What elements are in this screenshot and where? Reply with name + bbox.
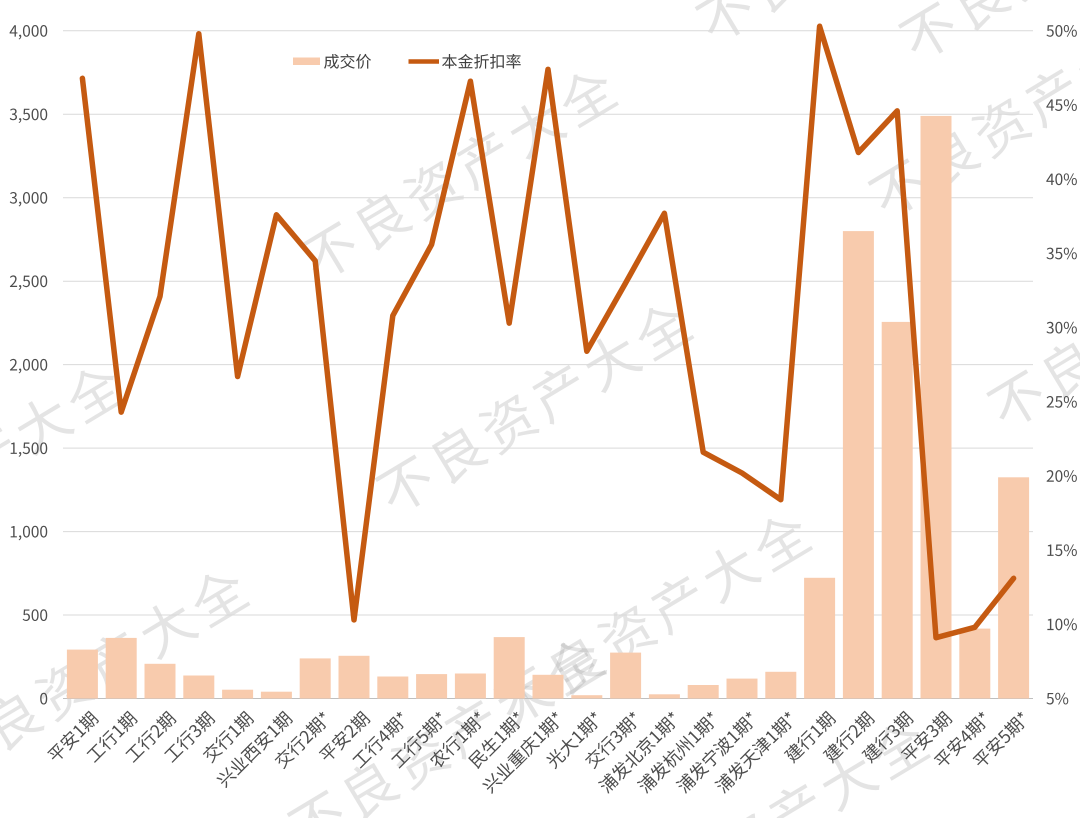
- right-axis-label-30%: [1046, 321, 1077, 334]
- bar-23: [959, 628, 991, 699]
- x-label-9: [391, 711, 443, 769]
- x-label-2: [125, 710, 177, 763]
- bar-1: [105, 637, 137, 699]
- x-label-18: [714, 711, 792, 794]
- x-label-6: [274, 711, 326, 770]
- discount-rate-line: [79, 23, 1017, 641]
- bar-0: [66, 649, 98, 699]
- bar-12: [532, 674, 564, 699]
- x-label-24: [972, 711, 1025, 766]
- watermark-text: [715, 726, 932, 818]
- legend-label-bar: [324, 53, 372, 69]
- bar-5: [260, 691, 292, 699]
- bar-2: [144, 663, 176, 699]
- bar-20: [842, 231, 874, 699]
- left-axis-label-4,000: [9, 25, 48, 40]
- bar-16: [687, 685, 719, 699]
- x-label-14: [584, 711, 637, 770]
- bar-6: [299, 658, 331, 699]
- bar-13: [571, 695, 603, 699]
- left-axis-label-3,000: [9, 191, 48, 207]
- right-axis-label-40%: [1046, 173, 1077, 186]
- x-label-16: [636, 711, 714, 794]
- watermark-text: [374, 307, 695, 507]
- bar-8: [377, 676, 409, 699]
- right-axis-label-45%: [1046, 99, 1077, 111]
- watermark-text: [0, 370, 127, 488]
- x-label-1: [86, 710, 138, 763]
- legend-label-line: [442, 53, 521, 69]
- right-axis-label-35%: [1046, 247, 1077, 260]
- x-label-4: [202, 710, 255, 764]
- bar-21: [881, 321, 913, 699]
- watermark-text: [897, 0, 1063, 54]
- x-label-12: [482, 711, 559, 794]
- x-label-20: [822, 710, 875, 764]
- x-label-10: [429, 711, 482, 768]
- right-axis-label-50%: [1046, 25, 1077, 37]
- x-label-17: [675, 711, 753, 794]
- bar-17: [726, 678, 758, 699]
- left-axis-label-2,500: [9, 275, 48, 290]
- watermark-text: [986, 342, 1080, 422]
- x-label-11: [468, 711, 520, 770]
- left-axis-label-1,500: [10, 442, 48, 457]
- x-label-19: [783, 710, 837, 764]
- left-axis-label-2,000: [9, 358, 48, 374]
- x-label-8: [352, 711, 404, 769]
- right-axis-label-15%: [1047, 544, 1077, 557]
- x-label-21: [861, 710, 914, 764]
- bar-19: [804, 577, 836, 699]
- bar-18: [765, 671, 797, 699]
- legend: [293, 53, 521, 69]
- right-axis-label-5%: [1046, 692, 1069, 705]
- bar-10: [454, 673, 486, 699]
- bar-7: [338, 655, 370, 699]
- x-label-13: [546, 711, 598, 770]
- left-axis-label-500: [22, 609, 48, 622]
- bar-14: [610, 652, 642, 699]
- legend-bar-swatch: [293, 57, 320, 65]
- bar-4: [222, 689, 254, 699]
- right-axis-label-10%: [1047, 618, 1077, 631]
- x-label-15: [598, 711, 676, 794]
- left-axis-label-3,500: [9, 108, 48, 124]
- bar-15: [648, 694, 680, 699]
- x-label-0: [47, 710, 99, 760]
- bar-3: [183, 675, 215, 699]
- bar-series: [66, 115, 1030, 699]
- right-axis-label-25%: [1046, 395, 1077, 408]
- x-label-23: [933, 711, 986, 766]
- x-label-22: [900, 710, 953, 760]
- watermark-text: [286, 643, 607, 818]
- x-label-3: [164, 710, 216, 763]
- right-axis-tick-labels: [1046, 25, 1077, 705]
- left-axis-label-1,000: [10, 525, 48, 541]
- bar-11: [493, 637, 525, 699]
- bar-9: [416, 674, 448, 699]
- line-series: [79, 23, 1017, 641]
- watermark-text: [694, 0, 809, 36]
- x-label-5: [216, 710, 293, 788]
- watermark-text: [867, 42, 1080, 211]
- left-axis-tick-labels: [9, 25, 48, 705]
- right-axis-label-20%: [1046, 470, 1077, 482]
- x-label-7: [318, 710, 371, 760]
- x-axis-category-labels: [47, 710, 1025, 794]
